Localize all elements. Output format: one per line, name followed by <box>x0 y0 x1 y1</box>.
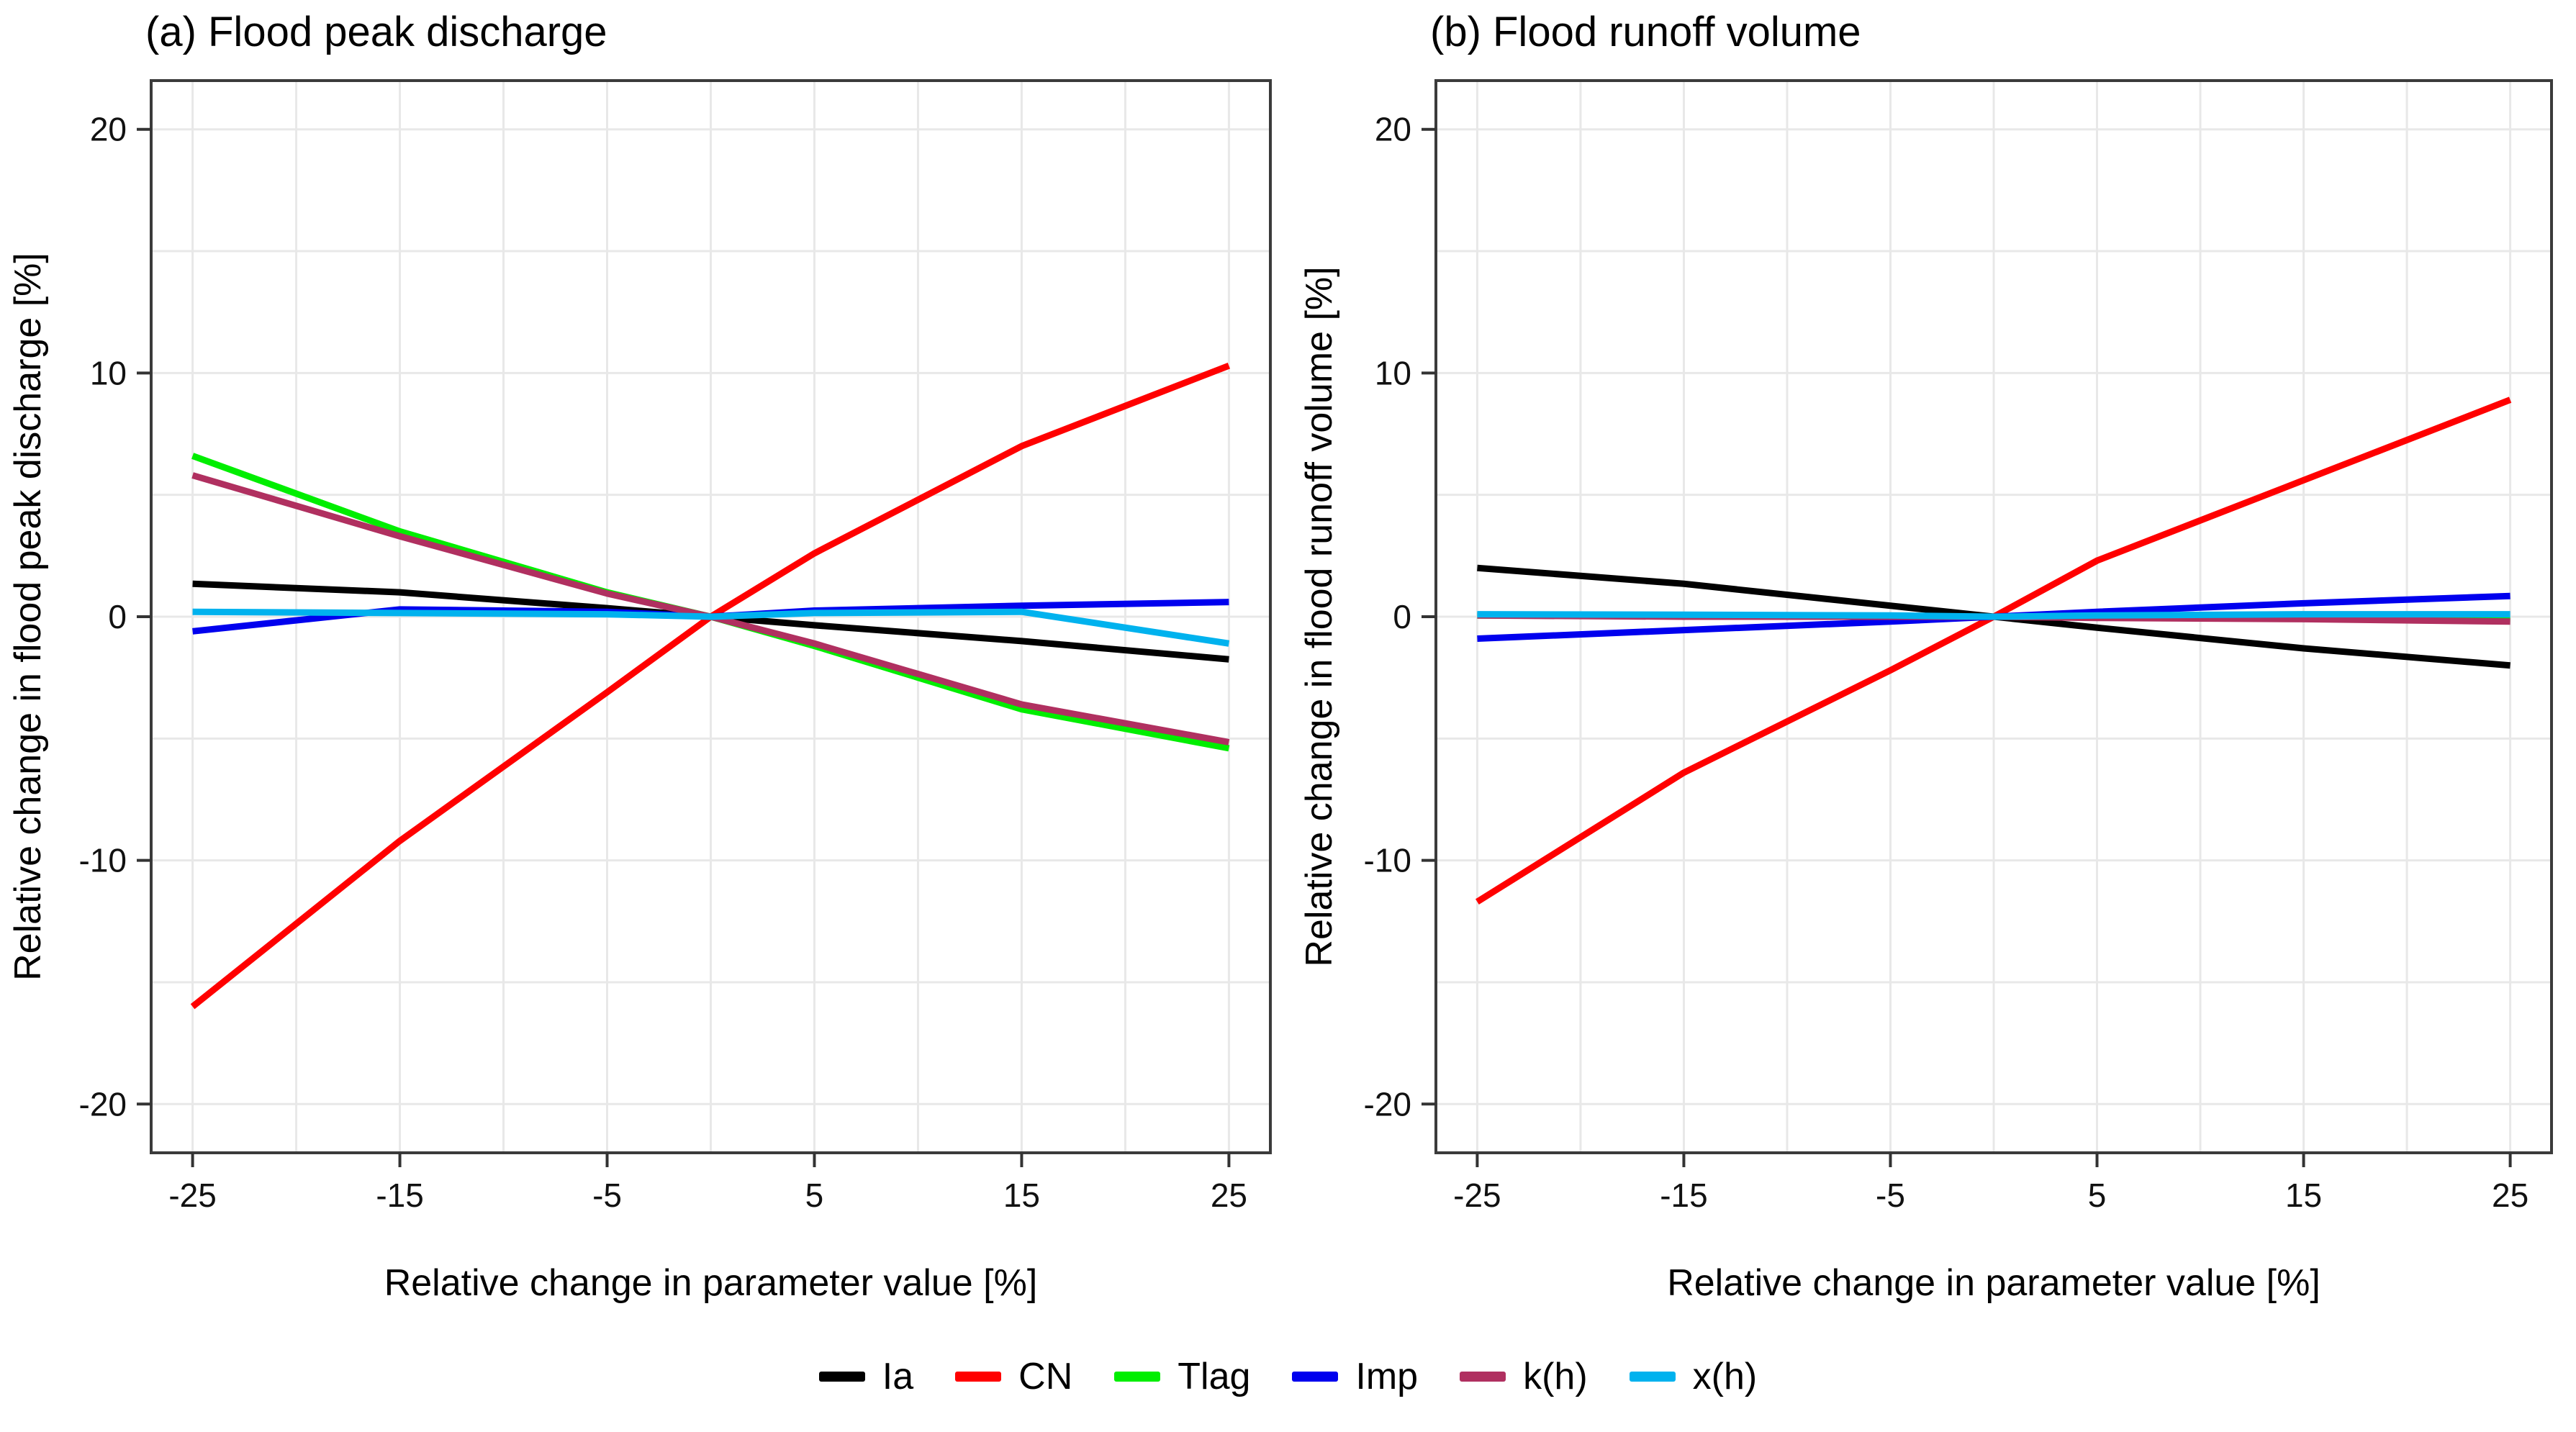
legend-swatch-cn <box>955 1372 1002 1382</box>
panel-a-y-axis-title: Relative change in flood peak discharge … <box>7 253 49 981</box>
legend-item-xh: x(h) <box>1629 1356 1758 1397</box>
legend-label-ia: Ia <box>882 1356 914 1397</box>
x-tick-label: -25 <box>1453 1177 1501 1214</box>
legend-swatch-xh <box>1629 1372 1676 1382</box>
panel-b-x-axis-title: Relative change in parameter value [%] <box>1667 1262 2320 1304</box>
legend-item-kh: k(h) <box>1460 1358 1588 1395</box>
y-tick-label: -10 <box>1364 842 1411 879</box>
legend-label-xh: x(h) <box>1692 1356 1758 1397</box>
y-tick-label: 10 <box>90 354 127 391</box>
legend-label-imp: Imp <box>1355 1356 1419 1397</box>
x-tick-label: -25 <box>168 1177 216 1214</box>
x-tick-label: -15 <box>376 1177 423 1214</box>
legend: Ia CN Tlag Imp k(h) x(h) <box>0 1344 2576 1409</box>
series-line-xh <box>1477 611 2511 620</box>
legend-swatch-imp <box>1292 1372 1339 1382</box>
y-tick-label: -20 <box>79 1085 127 1123</box>
panel-b-plot-area: -25 -15 -5 5 15 25 -20 -10 0 10 20 <box>1364 79 2553 1214</box>
legend-item-ia: Ia <box>818 1356 914 1397</box>
x-tick-label: -5 <box>1876 1177 1905 1214</box>
panel-a-title: (a) Flood peak discharge <box>145 9 607 55</box>
y-tick-label: 10 <box>1375 354 1411 391</box>
y-tick-label: -20 <box>1364 1085 1411 1123</box>
legend-swatch-kh <box>1460 1372 1506 1382</box>
panel-b-chart: -25 -15 -5 5 15 25 -20 -10 0 10 20 (b) Flood runof… <box>1298 9 2553 1304</box>
y-tick-label: 0 <box>108 598 127 635</box>
y-tick-label: 20 <box>1375 111 1411 148</box>
x-tick-label: 25 <box>1211 1177 1247 1214</box>
legend-label-tlag: Tlag <box>1178 1356 1251 1397</box>
x-tick-label: 15 <box>1003 1177 1040 1214</box>
legend-swatch-tlag <box>1114 1372 1161 1382</box>
panel-b-y-axis-title: Relative change in flood runoff volume [… <box>1298 266 1340 966</box>
legend-item-tlag: Tlag <box>1114 1358 1250 1395</box>
y-tick-label: -10 <box>79 842 127 879</box>
x-tick-label: 5 <box>805 1177 824 1214</box>
y-tick-label: 0 <box>1393 598 1411 635</box>
panel-a-plot-area: -25 -15 -5 5 15 25 -20 -10 0 10 20 <box>79 79 1272 1214</box>
x-tick-label: 5 <box>2088 1177 2107 1214</box>
legend-swatch-ia <box>818 1372 865 1382</box>
panel-a-x-axis-title: Relative change in parameter value [%] <box>384 1262 1038 1304</box>
x-tick-label: 25 <box>2492 1177 2528 1214</box>
panel-b-title: (b) Flood runoff volume <box>1430 9 1861 55</box>
legend-label-cn: CN <box>1018 1356 1073 1397</box>
panel-a-chart: -25 -15 -5 5 15 25 -20 -10 0 10 20 (a) Flood peak … <box>7 9 1272 1304</box>
y-tick-label: 20 <box>90 111 127 148</box>
legend-label-kh: k(h) <box>1523 1356 1588 1397</box>
legend-item-cn: CN <box>955 1358 1072 1395</box>
x-tick-label: -15 <box>1660 1177 1707 1214</box>
legend-item-imp: Imp <box>1292 1358 1418 1395</box>
x-tick-label: -5 <box>592 1177 622 1214</box>
series-line-xh <box>192 608 1230 647</box>
x-tick-label: 15 <box>2285 1177 2322 1214</box>
